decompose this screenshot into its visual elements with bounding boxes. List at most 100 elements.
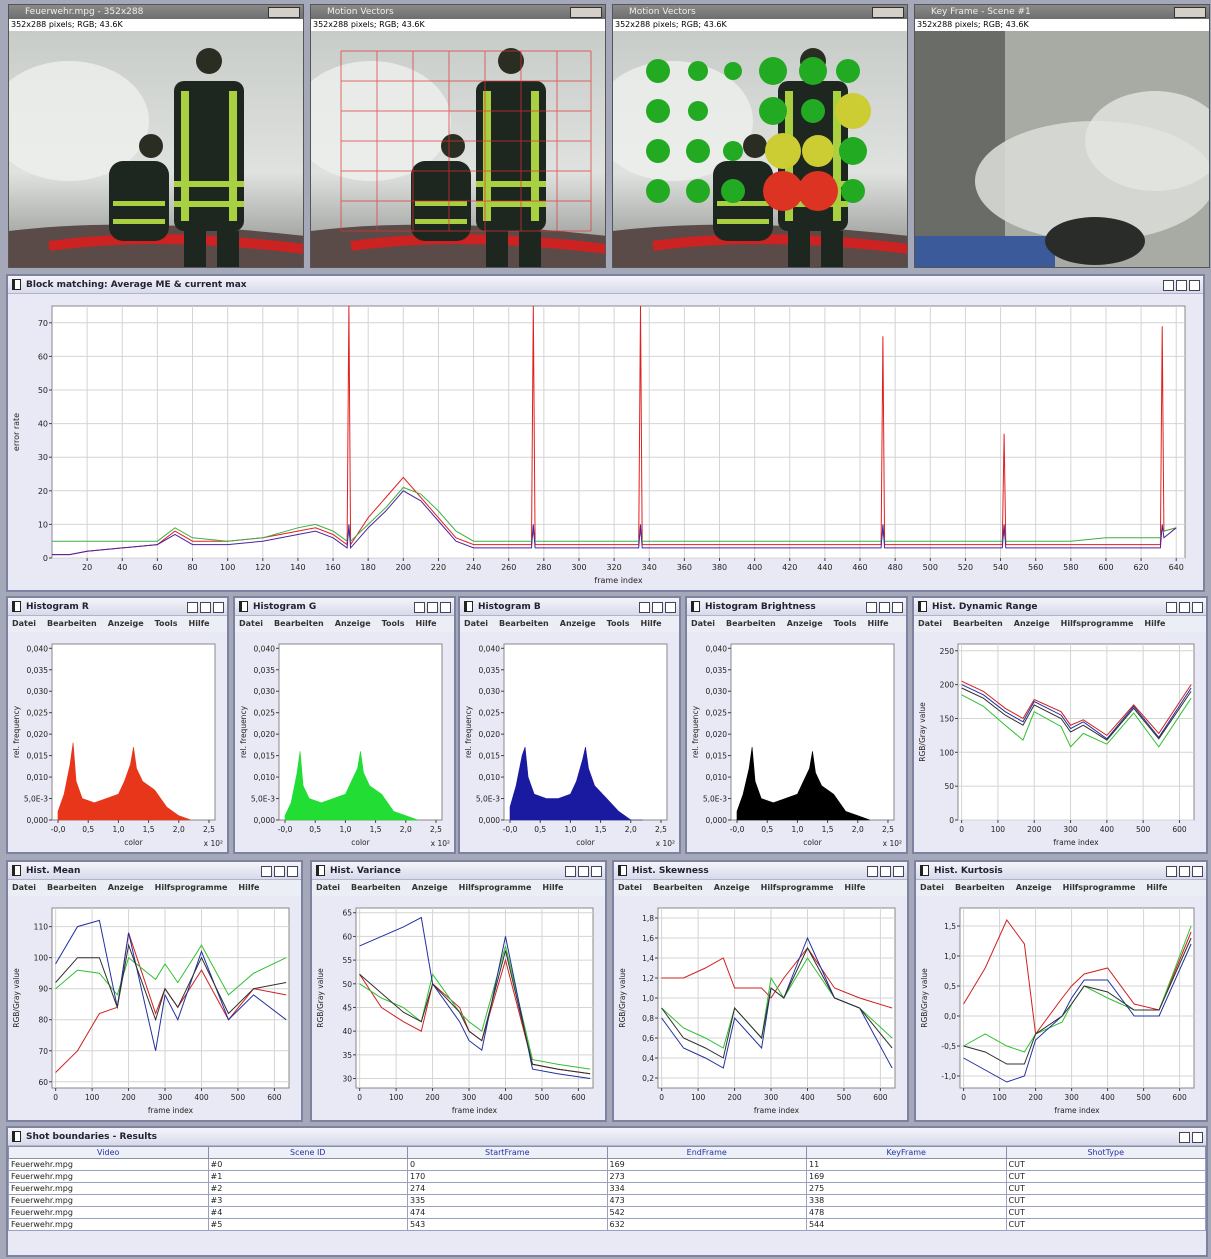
- menu-item[interactable]: Hilfsprogramme: [458, 883, 532, 892]
- menu-item[interactable]: Hilfe: [1144, 619, 1166, 628]
- menu-item[interactable]: Bearbeiten: [653, 883, 703, 892]
- close-button[interactable]: [1192, 602, 1203, 613]
- menu-item[interactable]: Hilfsprogramme: [154, 883, 228, 892]
- window-buttons[interactable]: [1174, 7, 1206, 18]
- menu-item[interactable]: Datei: [691, 619, 716, 628]
- menu-item[interactable]: Datei: [316, 883, 341, 892]
- menu-item[interactable]: Anzeige: [411, 883, 448, 892]
- table-row[interactable]: Feuerwehr.mpg #5 543 632 544 CUT: [8, 1218, 1206, 1231]
- close-button[interactable]: [591, 866, 602, 877]
- minimize-button[interactable]: [565, 866, 576, 877]
- maximize-button[interactable]: [578, 866, 589, 877]
- menu-item[interactable]: Datei: [239, 619, 264, 628]
- column-header[interactable]: StartFrame: [407, 1146, 608, 1159]
- menu-item[interactable]: Bearbeiten: [726, 619, 776, 628]
- menu-item[interactable]: Bearbeiten: [955, 883, 1005, 892]
- table-row[interactable]: Feuerwehr.mpg #0 0 169 11 CUT: [8, 1158, 1206, 1171]
- table-cell: Feuerwehr.mpg: [8, 1206, 209, 1219]
- menu-item[interactable]: Hilfsprogramme: [1060, 619, 1134, 628]
- minimize-button[interactable]: [866, 602, 877, 613]
- window-buttons[interactable]: [872, 7, 904, 18]
- table-row[interactable]: Feuerwehr.mpg #3 335 473 338 CUT: [8, 1194, 1206, 1207]
- column-header[interactable]: KeyFrame: [806, 1146, 1007, 1159]
- minimize-button[interactable]: [1166, 602, 1177, 613]
- menu-item[interactable]: Datei: [618, 883, 643, 892]
- y-axis-label: RGB/Gray value: [918, 702, 927, 762]
- menu-item[interactable]: Anzeige: [559, 619, 596, 628]
- close-button[interactable]: [213, 602, 224, 613]
- menu-item[interactable]: Anzeige: [334, 619, 371, 628]
- menu-item[interactable]: Tools: [381, 619, 405, 628]
- menu-item[interactable]: Datei: [12, 883, 37, 892]
- column-header[interactable]: EndFrame: [606, 1146, 807, 1159]
- table-cell: 0: [407, 1158, 608, 1171]
- plot-area: [355, 907, 594, 1089]
- maximize-button[interactable]: [879, 602, 890, 613]
- close-button[interactable]: [665, 602, 676, 613]
- maximize-button[interactable]: [274, 866, 285, 877]
- minimize-button[interactable]: [867, 866, 878, 877]
- close-button[interactable]: [287, 866, 298, 877]
- menu-item[interactable]: Datei: [920, 883, 945, 892]
- maximize-button[interactable]: [200, 602, 211, 613]
- menu-item[interactable]: Bearbeiten: [499, 619, 549, 628]
- maximize-button[interactable]: [1179, 1132, 1190, 1143]
- maximize-button[interactable]: [1179, 866, 1190, 877]
- maximize-button[interactable]: [880, 866, 891, 877]
- menu-item[interactable]: Datei: [464, 619, 489, 628]
- y-tick-label: 0,025: [27, 709, 49, 718]
- table-row[interactable]: Feuerwehr.mpg #4 474 542 478 CUT: [8, 1206, 1206, 1219]
- close-button[interactable]: [1192, 1132, 1203, 1143]
- menu-item[interactable]: Hilfe: [415, 619, 437, 628]
- column-header[interactable]: Scene ID: [207, 1146, 408, 1159]
- minimize-button[interactable]: [261, 866, 272, 877]
- menu-item[interactable]: Bearbeiten: [953, 619, 1003, 628]
- maximize-button[interactable]: [1176, 280, 1187, 291]
- menu-item[interactable]: Hilfe: [238, 883, 260, 892]
- menu-item[interactable]: Bearbeiten: [47, 883, 97, 892]
- minimize-button[interactable]: [414, 602, 425, 613]
- window-buttons[interactable]: [268, 7, 300, 18]
- table-row[interactable]: Feuerwehr.mpg #1 170 273 169 CUT: [8, 1170, 1206, 1183]
- maximize-button[interactable]: [427, 602, 438, 613]
- menu-item[interactable]: Tools: [606, 619, 630, 628]
- menu-item[interactable]: Datei: [12, 619, 37, 628]
- menu-item[interactable]: Anzeige: [713, 883, 750, 892]
- table-row[interactable]: Feuerwehr.mpg #2 274 334 275 CUT: [8, 1182, 1206, 1195]
- menu-item[interactable]: Hilfe: [640, 619, 662, 628]
- menu-item[interactable]: Tools: [154, 619, 178, 628]
- menu-item[interactable]: Anzeige: [786, 619, 823, 628]
- minimize-button[interactable]: [639, 602, 650, 613]
- menu-item[interactable]: Bearbeiten: [47, 619, 97, 628]
- maximize-button[interactable]: [1179, 602, 1190, 613]
- menu-item[interactable]: Hilfe: [542, 883, 564, 892]
- menu-item[interactable]: Anzeige: [1013, 619, 1050, 628]
- minimize-button[interactable]: [1163, 280, 1174, 291]
- menu-item[interactable]: Anzeige: [107, 619, 144, 628]
- menu-item[interactable]: Hilfe: [867, 619, 889, 628]
- menu-item[interactable]: Datei: [918, 619, 943, 628]
- maximize-button[interactable]: [652, 602, 663, 613]
- menu-item[interactable]: Hilfsprogramme: [1062, 883, 1136, 892]
- x-tick-label: 0,5: [761, 825, 773, 834]
- menu-item[interactable]: Hilfsprogramme: [760, 883, 834, 892]
- menu-item[interactable]: Bearbeiten: [274, 619, 324, 628]
- close-button[interactable]: [1189, 280, 1200, 291]
- window-buttons[interactable]: [570, 7, 602, 18]
- column-header[interactable]: ShotType: [1005, 1146, 1206, 1159]
- menu-item[interactable]: Hilfe: [188, 619, 210, 628]
- menu-item[interactable]: Tools: [833, 619, 857, 628]
- column-header[interactable]: Video: [8, 1146, 209, 1159]
- close-button[interactable]: [1192, 866, 1203, 877]
- menu-item[interactable]: Hilfe: [844, 883, 866, 892]
- x-tick-label: 440: [817, 563, 832, 572]
- menu-item[interactable]: Bearbeiten: [351, 883, 401, 892]
- menu-item[interactable]: Anzeige: [107, 883, 144, 892]
- close-button[interactable]: [893, 866, 904, 877]
- menu-item[interactable]: Hilfe: [1146, 883, 1168, 892]
- close-button[interactable]: [440, 602, 451, 613]
- menu-item[interactable]: Anzeige: [1015, 883, 1052, 892]
- close-button[interactable]: [892, 602, 903, 613]
- minimize-button[interactable]: [1166, 866, 1177, 877]
- minimize-button[interactable]: [187, 602, 198, 613]
